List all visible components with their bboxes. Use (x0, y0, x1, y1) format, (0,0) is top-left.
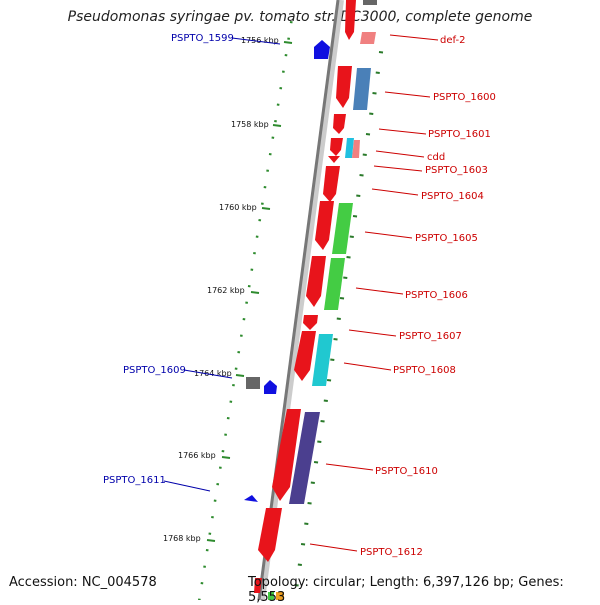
track-minor-tick (360, 175, 364, 176)
label-PSPTO_1612[interactable]: PSPTO_1612 (360, 547, 423, 558)
track-minor-tick (321, 421, 325, 422)
track-minor-tick (353, 216, 357, 217)
label-PSPTO_1606[interactable]: PSPTO_1606 (405, 290, 468, 301)
gene-def-2-pink[interactable] (360, 32, 376, 44)
label-def-2[interactable]: def-2 (440, 35, 465, 46)
track-minor-tick (327, 380, 331, 381)
scale-major-tick (222, 457, 230, 458)
gene-PSPTO_1603[interactable] (328, 156, 340, 163)
track-minor-tick (324, 401, 328, 402)
scale-labels: 1756 kbp 1758 kbp 1760 kbp 1762 kbp 1764… (163, 36, 292, 543)
track-minor-tick (301, 544, 305, 545)
label-PSPTO_1599[interactable]: PSPTO_1599 (171, 33, 234, 44)
gene-cdd-red[interactable] (330, 138, 343, 156)
track-minor-tick (340, 298, 344, 299)
gene-PSPTO_1605[interactable] (315, 201, 334, 250)
gene-PSPTO_1599[interactable] (314, 40, 330, 59)
track-minor-tick (343, 278, 347, 279)
gene-PSPTO_1611[interactable] (244, 495, 258, 502)
track-minor-tick (314, 462, 318, 463)
label-cdd[interactable]: cdd (427, 152, 445, 163)
gene-def-2-partner[interactable] (363, 0, 377, 5)
gene-PSPTO_1607[interactable] (303, 315, 318, 330)
track-minor-tick (298, 565, 302, 566)
track-minor-tick (373, 93, 377, 94)
scale-label: 1766 kbp (178, 451, 216, 460)
track-minor-tick (366, 134, 370, 135)
track-minor-tick (308, 503, 312, 504)
scale-major-tick (251, 292, 259, 293)
label-PSPTO_1605[interactable]: PSPTO_1605 (415, 233, 478, 244)
track-minor-tick (337, 319, 341, 320)
track-minor-tick (317, 442, 321, 443)
gene-PSPTO_1609[interactable] (264, 380, 277, 394)
scale-major-tick (262, 208, 270, 209)
label-PSPTO_1601[interactable]: PSPTO_1601 (428, 129, 491, 140)
track-minor-tick (363, 155, 367, 156)
topology-text: Topology: circular; Length: 6,397,126 bp… (248, 575, 600, 605)
scale-label: 1758 kbp (231, 120, 269, 129)
label-PSPTO_1607[interactable]: PSPTO_1607 (399, 331, 462, 342)
label-PSPTO_1603[interactable]: PSPTO_1603 (425, 165, 488, 176)
left-labels: PSPTO_1599 PSPTO_1609 PSPTO_1611 (103, 33, 280, 491)
scale-major-tick (207, 540, 215, 541)
label-PSPTO_1611[interactable]: PSPTO_1611 (103, 475, 166, 486)
gene-PSPTO_1604[interactable] (323, 166, 340, 202)
scale-label: 1760 kbp (219, 203, 257, 212)
forward-genes[interactable] (254, 0, 377, 600)
scale-major-tick (273, 125, 281, 126)
gene-PSPTO_1605-green[interactable] (332, 203, 353, 254)
scale-major-tick (236, 375, 244, 376)
label-PSPTO_1600[interactable]: PSPTO_1600 (433, 92, 496, 103)
gene-PSPTO_1606-green[interactable] (324, 258, 345, 310)
track-minor-tick (330, 360, 334, 361)
track-minor-tick (334, 339, 338, 340)
track-minor-tick (311, 483, 315, 484)
gene-def-2[interactable] (345, 0, 356, 40)
gene-PSPTO_1600-blue[interactable] (353, 68, 371, 110)
track-minor-tick (350, 237, 354, 238)
label-PSPTO_1604[interactable]: PSPTO_1604 (421, 191, 484, 202)
track-minor-tick (369, 114, 373, 115)
scale-label: 1768 kbp (163, 534, 201, 543)
gene-PSPTO_1600[interactable] (336, 66, 352, 108)
accession-text: Accession: NC_004578 (9, 575, 157, 590)
scale-major-tick (284, 42, 292, 43)
gene-PSPTO_1608-cyan[interactable] (312, 334, 333, 386)
track-minor-tick (304, 524, 308, 525)
track-minor-tick (347, 257, 351, 258)
track-minor-tick (376, 73, 380, 74)
track-minor-tick (379, 52, 383, 53)
gene-PSPTO_1601[interactable] (333, 114, 346, 134)
gene-PSPTO_1609-grey[interactable] (246, 377, 260, 389)
gene-PSPTO_1612[interactable] (258, 508, 282, 562)
label-PSPTO_1608[interactable]: PSPTO_1608 (393, 365, 456, 376)
label-PSPTO_1609[interactable]: PSPTO_1609 (123, 365, 186, 376)
scale-label: 1756 kbp (241, 36, 279, 45)
scale-label: 1762 kbp (207, 286, 245, 295)
label-PSPTO_1610[interactable]: PSPTO_1610 (375, 466, 438, 477)
track-minor-tick (356, 196, 360, 197)
